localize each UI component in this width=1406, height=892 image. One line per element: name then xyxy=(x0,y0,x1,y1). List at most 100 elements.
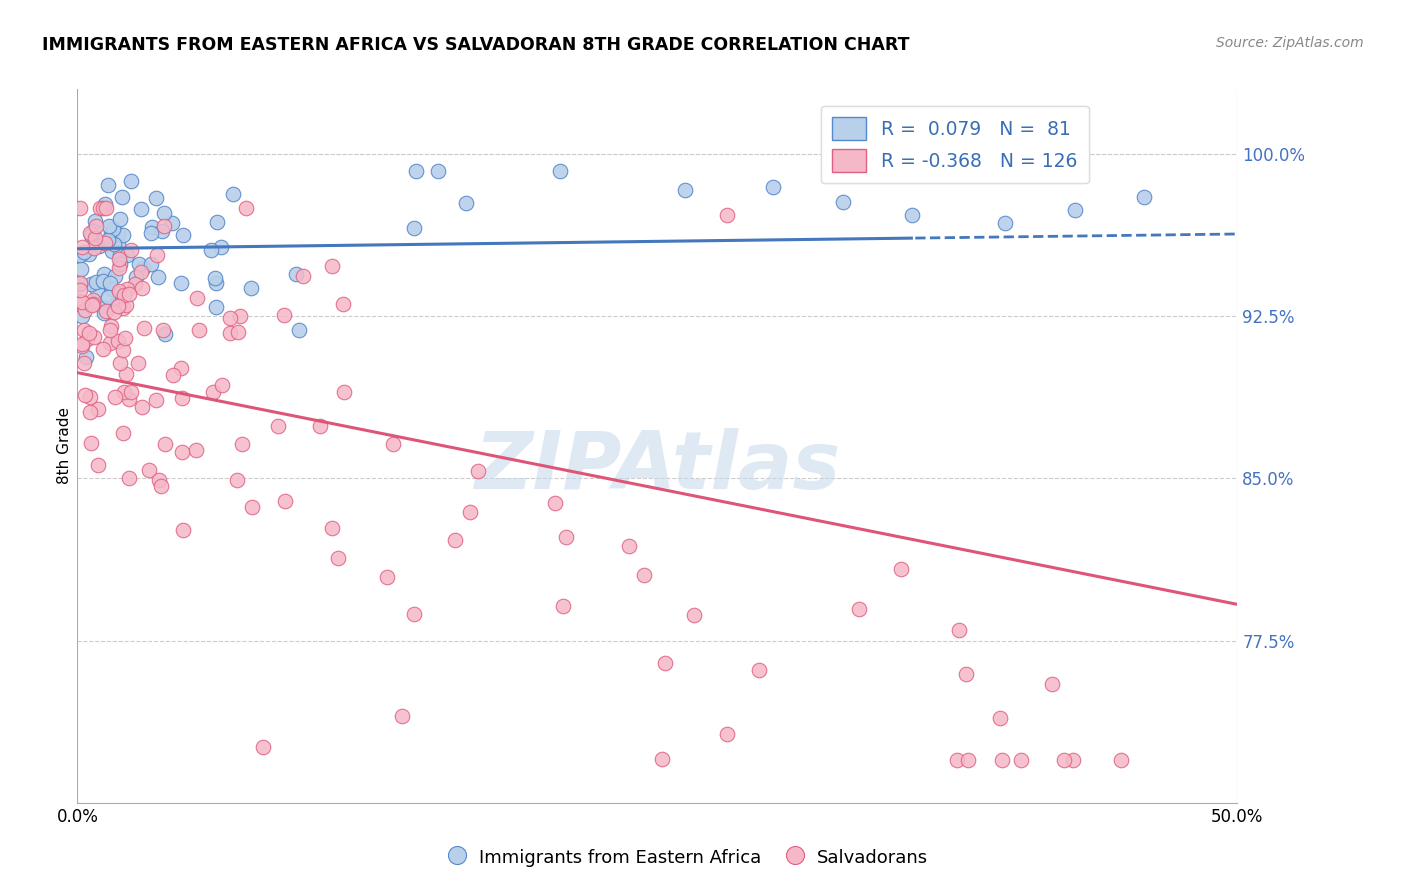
Point xyxy=(716,726,738,740)
Point xyxy=(619,539,641,553)
Point xyxy=(267,419,290,434)
Point xyxy=(231,437,253,451)
Point xyxy=(1062,753,1084,767)
Point xyxy=(309,418,332,433)
Point xyxy=(204,301,226,315)
Point xyxy=(848,602,870,616)
Point xyxy=(548,164,571,178)
Point xyxy=(172,228,194,243)
Point xyxy=(83,329,105,343)
Point xyxy=(153,436,176,450)
Point xyxy=(120,174,142,188)
Point xyxy=(128,257,150,271)
Point xyxy=(80,298,103,312)
Point xyxy=(70,247,93,261)
Point xyxy=(138,463,160,477)
Point xyxy=(114,298,136,312)
Point xyxy=(229,309,252,323)
Point xyxy=(77,247,100,261)
Point xyxy=(145,392,167,407)
Point xyxy=(211,378,233,392)
Point xyxy=(80,436,103,450)
Point xyxy=(120,244,142,258)
Point xyxy=(651,752,673,766)
Point xyxy=(218,310,240,325)
Point xyxy=(226,473,249,487)
Point xyxy=(118,471,141,485)
Point xyxy=(544,496,567,510)
Point xyxy=(467,464,489,478)
Point xyxy=(108,284,131,298)
Point xyxy=(89,239,111,253)
Point xyxy=(890,562,912,576)
Text: Source: ZipAtlas.com: Source: ZipAtlas.com xyxy=(1216,36,1364,50)
Point xyxy=(1133,190,1156,204)
Point xyxy=(402,607,425,621)
Point xyxy=(84,275,107,289)
Point xyxy=(127,356,149,370)
Point xyxy=(129,265,152,279)
Point xyxy=(93,235,115,250)
Point xyxy=(205,276,228,290)
Text: ZIPAtlas: ZIPAtlas xyxy=(474,428,841,507)
Point xyxy=(120,384,142,399)
Point xyxy=(994,216,1017,230)
Point xyxy=(321,259,343,273)
Point xyxy=(132,260,155,275)
Point xyxy=(93,301,115,315)
Point xyxy=(101,282,124,296)
Point xyxy=(172,523,194,537)
Point xyxy=(427,164,450,178)
Point xyxy=(112,343,135,358)
Point xyxy=(112,227,135,242)
Point xyxy=(108,252,131,266)
Point xyxy=(94,197,117,211)
Point xyxy=(73,302,96,317)
Point xyxy=(654,657,676,671)
Point xyxy=(94,201,117,215)
Point xyxy=(170,361,193,376)
Point xyxy=(402,221,425,235)
Point xyxy=(112,425,135,440)
Point xyxy=(97,234,120,248)
Point xyxy=(110,248,132,262)
Point xyxy=(273,308,295,322)
Point xyxy=(94,303,117,318)
Point xyxy=(153,219,176,233)
Point xyxy=(131,202,153,216)
Point xyxy=(285,268,308,282)
Point xyxy=(77,326,100,341)
Point xyxy=(139,226,162,240)
Point xyxy=(108,260,131,275)
Point xyxy=(201,384,224,399)
Point xyxy=(405,164,427,178)
Point xyxy=(240,500,263,515)
Point xyxy=(682,608,704,623)
Point xyxy=(84,214,107,228)
Point xyxy=(219,326,242,340)
Point xyxy=(131,281,153,295)
Point xyxy=(70,339,93,353)
Point xyxy=(292,268,315,283)
Point xyxy=(1109,753,1132,767)
Point xyxy=(77,297,100,311)
Point xyxy=(69,293,91,308)
Point xyxy=(91,343,114,357)
Point xyxy=(107,334,129,348)
Point xyxy=(326,550,349,565)
Point xyxy=(89,201,111,215)
Point xyxy=(115,281,138,295)
Point xyxy=(107,300,129,314)
Point xyxy=(716,208,738,222)
Point xyxy=(103,305,125,319)
Point xyxy=(115,248,138,262)
Point xyxy=(200,243,222,257)
Point xyxy=(132,321,155,335)
Point xyxy=(114,331,136,345)
Point xyxy=(901,208,924,222)
Point xyxy=(91,201,114,215)
Point xyxy=(1053,753,1076,767)
Point xyxy=(205,215,228,229)
Point xyxy=(131,400,153,414)
Point xyxy=(110,257,132,271)
